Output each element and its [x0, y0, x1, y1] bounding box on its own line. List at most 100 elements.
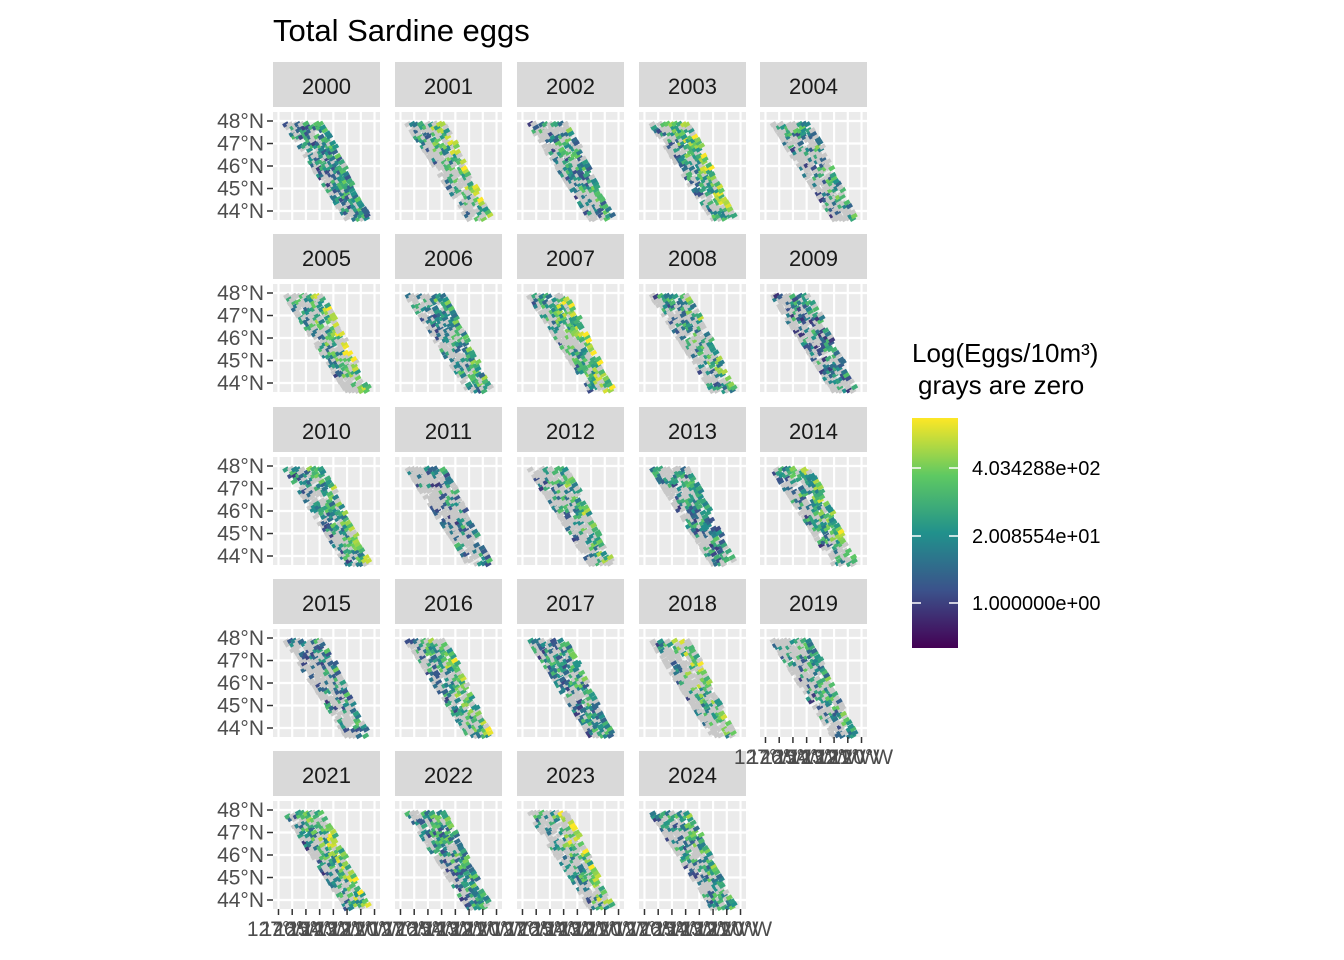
data-cell: [724, 202, 732, 209]
data-cell: [321, 127, 329, 134]
data-cell: [557, 168, 565, 175]
data-cell: [341, 349, 350, 357]
data-cell: [316, 120, 325, 128]
data-cell: [320, 161, 328, 169]
data-cell: [452, 177, 460, 184]
data-cell: [408, 120, 416, 128]
data-cell: [453, 148, 462, 156]
data-cell: [477, 200, 486, 207]
data-cell: [685, 170, 693, 178]
gridlines: [273, 284, 380, 392]
data-cell: [577, 171, 586, 179]
data-cell: [305, 293, 314, 300]
data-cell: [796, 120, 804, 128]
data-cell: [593, 183, 601, 191]
data-cell: [825, 171, 833, 179]
data-cell: [325, 152, 334, 160]
data-cell: [317, 305, 326, 313]
data-cell: [805, 126, 813, 134]
data-cell: [320, 148, 328, 156]
data-cell: [557, 146, 566, 153]
data-cell: [297, 120, 305, 128]
data-cell: [416, 133, 424, 141]
survey-cells: [404, 120, 494, 223]
data-cell: [346, 362, 355, 369]
data-cell: [708, 171, 716, 178]
data-cell: [311, 327, 320, 335]
data-cell: [709, 174, 717, 181]
data-cell: [306, 152, 315, 159]
data-cell: [340, 162, 348, 169]
data-cell: [726, 206, 734, 213]
data-cell: [450, 168, 458, 175]
data-cell: [351, 192, 359, 200]
data-cell: [456, 189, 464, 197]
data-cell: [329, 193, 337, 200]
data-cell: [473, 186, 481, 194]
data-cell: [532, 124, 540, 131]
data-cell: [564, 136, 572, 144]
strip-label: 2002: [546, 74, 595, 99]
data-cell: [656, 120, 664, 128]
data-cell: [336, 174, 344, 182]
data-cell: [561, 120, 570, 128]
data-cell: [591, 180, 600, 187]
data-cell: [445, 184, 453, 191]
panel-2017: 2017: [517, 579, 624, 739]
strip-label: 2019: [789, 591, 838, 616]
strip-background: [395, 234, 502, 279]
data-cell: [797, 140, 805, 147]
data-cell: [337, 371, 345, 378]
data-cell: [683, 121, 691, 128]
data-cell: [337, 361, 346, 369]
data-cell: [318, 318, 326, 326]
data-cell: [341, 336, 350, 344]
data-cell: [454, 181, 463, 188]
data-cell: [818, 143, 827, 150]
data-cell: [691, 186, 699, 194]
data-cell: [730, 212, 738, 219]
data-cell: [452, 142, 461, 150]
strip-background: [760, 62, 867, 107]
data-cell: [455, 158, 463, 166]
data-cell: [445, 130, 453, 137]
data-cell: [530, 120, 538, 128]
data-cell: [579, 155, 587, 162]
data-cell: [560, 149, 568, 157]
data-cell: [346, 350, 354, 357]
data-cell: [720, 196, 728, 203]
chart-title: Total Sardine eggs: [273, 13, 530, 48]
data-cell: [830, 174, 838, 182]
data-cell: [350, 190, 358, 197]
data-cell: [652, 127, 661, 134]
data-cell: [333, 324, 341, 332]
data-cell: [688, 130, 697, 137]
data-cell: [317, 333, 325, 341]
strip-label: 2010: [302, 419, 351, 444]
data-cell: [648, 121, 656, 128]
data-cell: [324, 327, 332, 334]
data-cell: [793, 140, 801, 147]
data-cell: [699, 165, 707, 172]
data-cell: [484, 208, 492, 216]
data-cell: [480, 202, 488, 209]
data-cell: [357, 202, 365, 209]
data-cell: [832, 178, 840, 185]
data-cell: [438, 142, 446, 149]
data-cell: [476, 196, 485, 204]
panel-2007: 2007: [517, 234, 624, 394]
data-cell: [553, 132, 561, 140]
data-cell: [332, 321, 340, 329]
data-cell: [360, 206, 368, 213]
strip-label: 2022: [424, 763, 473, 788]
data-cell: [828, 193, 836, 201]
survey-cells: [648, 120, 738, 223]
data-cell: [282, 121, 290, 128]
data-cell: [337, 205, 345, 212]
data-cell: [553, 139, 562, 146]
data-cell: [588, 173, 596, 181]
data-cell: [461, 167, 470, 175]
data-cell: [329, 139, 337, 147]
survey-cells: [283, 292, 372, 395]
